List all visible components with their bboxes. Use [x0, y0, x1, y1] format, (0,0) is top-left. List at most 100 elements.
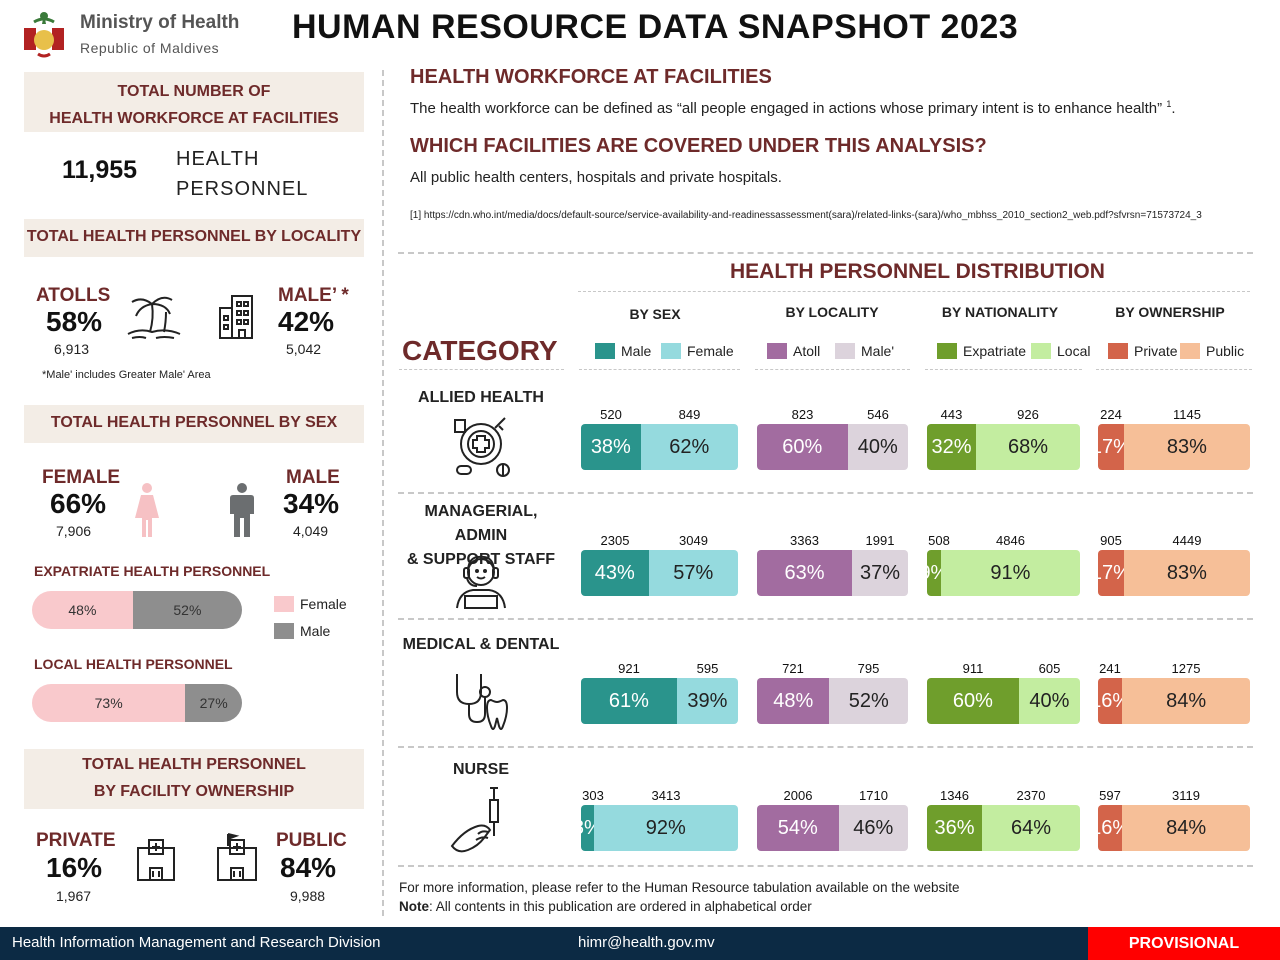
total-label: HEALTH PERSONNEL: [176, 144, 308, 204]
distribution-bar: 32% 68%: [927, 424, 1080, 470]
count-label: 546: [867, 407, 889, 422]
count-label: 597: [1099, 788, 1121, 803]
private-count: 1,967: [56, 888, 92, 904]
stethoscope-tooth-icon: [451, 670, 515, 739]
building-icon: [216, 294, 256, 340]
legend-label: Female: [687, 343, 734, 359]
ownership-box-line1: TOTAL HEALTH PERSONNEL: [82, 756, 306, 773]
distribution-bar: 63% 37%: [757, 550, 908, 596]
reference-link[interactable]: [1] https://cdn.who.int/media/docs/defau…: [410, 210, 1202, 221]
count-label: 721: [782, 661, 804, 676]
distribution-bar: 48% 52%: [757, 678, 908, 724]
bar-segment-primary: 17%: [1098, 424, 1131, 470]
distribution-bar: 60% 40%: [927, 678, 1080, 724]
bar-segment-primary: 60%: [927, 678, 1019, 724]
footer-note: Note: All contents in this publication a…: [399, 899, 812, 914]
legend-underline: [1096, 369, 1252, 370]
atolls-pct: 58%: [46, 306, 103, 337]
hospital-icon: [136, 838, 176, 882]
footer-email[interactable]: himr@health.gov.mv: [578, 934, 715, 951]
locality-box: TOTAL HEALTH PERSONNEL BY LOCALITY: [24, 219, 364, 257]
total-workforce-box: TOTAL NUMBER OF HEALTH WORKFORCE AT FACI…: [24, 72, 364, 132]
expat-male-segment: 52%: [132, 591, 242, 629]
legend-underline: [579, 369, 740, 370]
ownership-box-line2: BY FACILITY OWNERSHIP: [93, 783, 295, 800]
total-box-line1: TOTAL NUMBER OF: [117, 83, 271, 100]
legend-female-label: Female: [300, 596, 347, 612]
bar-segment-primary: 54%: [757, 805, 839, 851]
note-label: Note: [399, 899, 429, 914]
expat-pill: 48% 52%: [32, 591, 242, 629]
atolls-label: ATOLLS: [36, 285, 111, 306]
bar-segment-primary: 32%: [927, 424, 976, 470]
legend-underline: [755, 369, 910, 370]
bar-segment-secondary: 40%: [847, 424, 908, 470]
note-text: : All contents in this publication are o…: [429, 899, 812, 914]
category-line: MEDICAL & DENTAL: [402, 636, 560, 653]
ministry-emblem-icon: [20, 10, 68, 60]
workforce-definition: The health workforce can be defined as “…: [410, 99, 1176, 117]
distribution-bar: 17%83%: [1098, 550, 1250, 596]
legend-swatch: [937, 343, 957, 359]
male-locality-label: MALE’ *: [278, 285, 349, 306]
distribution-bar: 36% 64%: [927, 805, 1080, 851]
local-pill: 73% 27%: [32, 684, 242, 722]
male-sex-label: MALE: [286, 467, 340, 488]
distribution-bar: 16%84%: [1098, 805, 1250, 851]
locality-note: *Male' includes Greater Male' Area: [42, 369, 211, 381]
legend-label: Atoll: [793, 343, 821, 359]
female-pct: 66%: [50, 488, 107, 519]
distribution-bar: 8%92%: [581, 805, 738, 851]
total-box-line2: HEALTH WORKFORCE AT FACILITIES: [49, 110, 339, 127]
bar-segment-primary: 61%: [581, 678, 677, 724]
footer-bar: [0, 927, 1088, 960]
count-label: 224: [1100, 407, 1122, 422]
total-value: 11,955: [62, 156, 138, 184]
total-label-line1: HEALTH: [176, 148, 260, 170]
count-label: 595: [696, 661, 719, 676]
count-label: 4846: [996, 533, 1025, 548]
footer-info: For more information, please refer to th…: [399, 880, 960, 895]
legend-swatch: [661, 343, 681, 359]
female-person-icon: [132, 482, 162, 538]
count-label: 849: [678, 407, 701, 422]
count-label: 443: [940, 407, 963, 422]
legend-item-0-1: Female: [661, 343, 734, 359]
category-line: ALLIED HEALTH: [418, 389, 544, 406]
count-label: 926: [1017, 407, 1039, 422]
legend-female-swatch: [274, 596, 294, 612]
row-separator: [398, 618, 1253, 620]
row-separator: [398, 492, 1253, 494]
legend-item-3-0: Private: [1108, 343, 1178, 359]
legend-label: Private: [1134, 343, 1178, 359]
distribution-bar: 38% 62%: [581, 424, 738, 470]
count-label: 1991: [865, 533, 895, 548]
category-label-3: NURSE: [398, 758, 564, 782]
count-label: 4449: [1172, 533, 1202, 548]
bar-segment-secondary: 40%: [1018, 678, 1080, 724]
distribution-title: HEALTH PERSONNEL DISTRIBUTION: [730, 260, 1105, 283]
medical-cross-icon: [449, 414, 513, 483]
group-header-2: BY NATIONALITY: [941, 304, 1059, 320]
bar-segment-secondary: 46%: [838, 805, 908, 851]
private-pct: 16%: [46, 852, 103, 883]
count-label: 1346: [940, 788, 969, 803]
category-line: NURSE: [452, 761, 509, 778]
row-separator: [398, 746, 1253, 748]
org-subtitle: Republic of Maldives: [80, 40, 220, 56]
distribution-bar: 43% 57%: [581, 550, 738, 596]
legend-label: Male: [621, 343, 652, 359]
distribution-bar: 60% 40%: [757, 424, 908, 470]
bar-segment-secondary: 64%: [982, 805, 1080, 851]
count-label: 3119: [1172, 788, 1200, 803]
bar-segment-primary: 36%: [927, 805, 983, 851]
legend-item-1-0: Atoll: [767, 343, 820, 359]
count-label: 605: [1038, 661, 1061, 676]
count-label: 823: [791, 407, 814, 422]
palm-island-icon: [126, 292, 182, 342]
bar-segment-secondary: 91%: [940, 550, 1080, 596]
bar-segment-secondary: 37%: [852, 550, 908, 596]
page-title: HUMAN RESOURCE DATA SNAPSHOT 2023: [292, 8, 1019, 46]
group-header-1: BY LOCALITY: [785, 304, 879, 320]
legend-swatch: [1031, 343, 1051, 359]
